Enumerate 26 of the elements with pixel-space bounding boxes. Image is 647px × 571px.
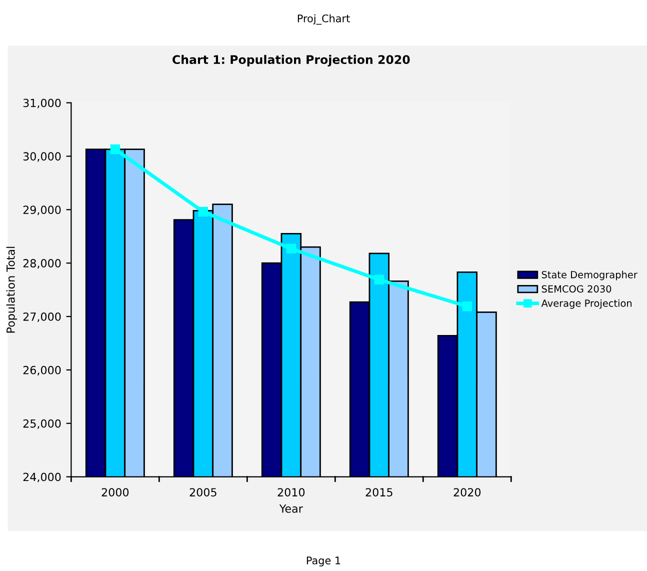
point <box>462 301 472 312</box>
y-tick-label: 27,000 <box>23 312 61 322</box>
point <box>286 244 296 254</box>
legend-label: State Demographer <box>542 270 638 280</box>
point <box>374 274 384 284</box>
x-axis-title: Year <box>279 504 303 513</box>
text: Proj_Chart <box>298 14 350 25</box>
y-tick-label: 28,000 <box>23 259 61 269</box>
x-tick-label: 2000 <box>102 488 129 496</box>
legend-label: Average Projection <box>541 299 632 309</box>
x-tick-label: 2015 <box>366 488 392 496</box>
x-tick-label: 2005 <box>190 488 216 496</box>
y-tick-label: 30,000 <box>23 152 61 162</box>
x-tick-label: 2010 <box>278 488 305 496</box>
y-tick-label: 29,000 <box>23 206 61 216</box>
y-tick-label: 25,000 <box>23 419 61 429</box>
legend-label: SEMCOG 2030 <box>542 285 612 293</box>
x-tick-label: 2020 <box>454 488 481 496</box>
y-tick-label: 24,000 <box>23 472 61 482</box>
chart-title: Chart 1: Population Projection 2020 <box>172 54 410 66</box>
y-axis-title: Population Total <box>6 246 18 333</box>
point <box>198 206 208 217</box>
point <box>110 144 120 154</box>
y-tick-label: 26,000 <box>23 366 61 376</box>
y-tick-label: 31,000 <box>23 98 61 108</box>
text: Page 1 <box>306 556 340 566</box>
